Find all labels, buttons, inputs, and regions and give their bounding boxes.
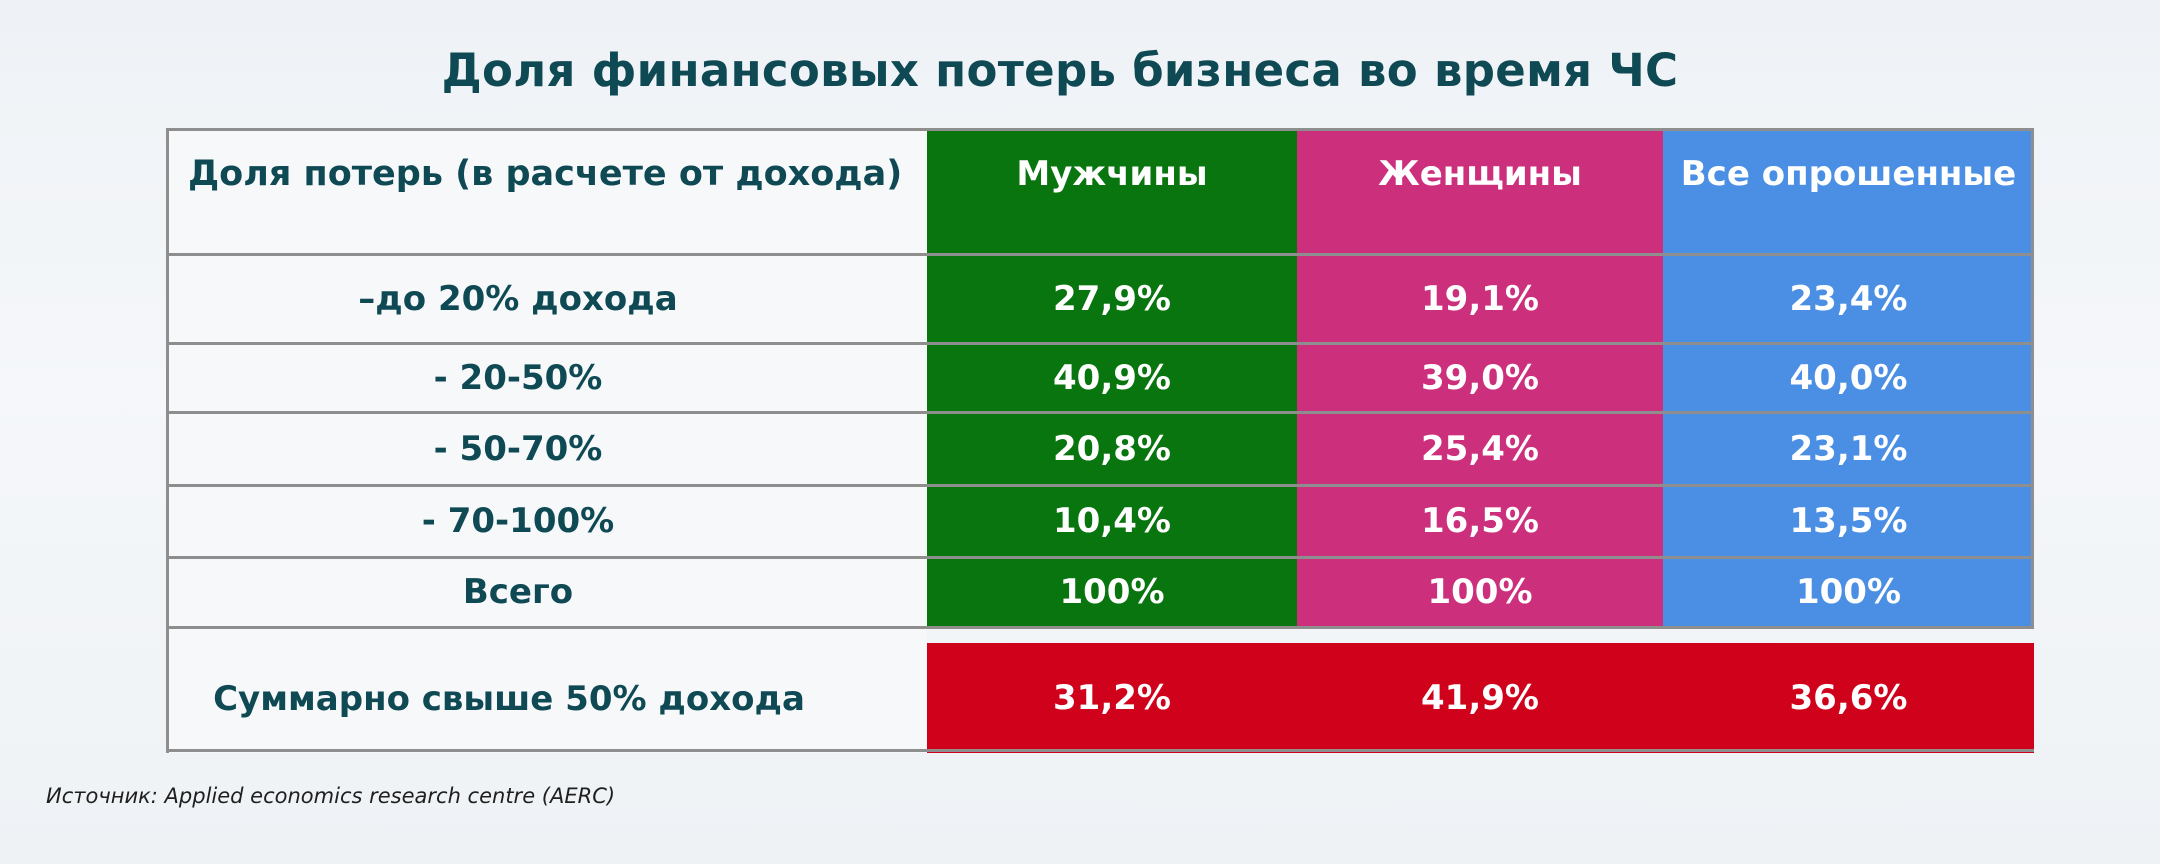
page-title: Доля финансовых потерь бизнеса во время … (441, 44, 1679, 97)
value-cell: 40,0% (1789, 357, 1908, 398)
summary-value: 41,9% (1421, 678, 1539, 718)
header-label: Доля потерь (в расчете от дохода) (188, 154, 903, 194)
column-bg-2 (1297, 128, 1663, 627)
row-label: - 50-70% (433, 428, 603, 469)
row-label: Всего (462, 572, 574, 612)
row-label: - 70-100% (421, 501, 615, 541)
value-cell: 40,9% (1053, 357, 1171, 398)
value-cell: 20,8% (1053, 428, 1171, 469)
summary-band (927, 643, 2034, 753)
summary-value: 36,6% (1789, 678, 1908, 718)
grid-hline (166, 749, 2034, 752)
column-header: Женщины (1378, 154, 1582, 194)
value-cell: 100% (1427, 572, 1533, 612)
value-cell: 100% (1795, 572, 1902, 612)
value-cell: 23,4% (1789, 278, 1908, 319)
grid-hline (166, 342, 2034, 345)
value-cell: 23,1% (1789, 428, 1908, 469)
value-cell: 100% (1059, 572, 1165, 612)
label-column-bg (166, 128, 927, 753)
value-cell: 16,5% (1421, 501, 1539, 541)
column-bg-3 (1663, 128, 2034, 627)
loss-share-table: Доля потерь (в расчете от дохода) Мужчины… (166, 128, 2034, 753)
value-cell: 25,4% (1421, 428, 1539, 469)
summary-value: 31,2% (1053, 678, 1171, 718)
grid-hline (166, 128, 2034, 131)
grid-vline-right (2031, 128, 2034, 627)
column-header: Все опрошенные (1680, 154, 2017, 194)
value-cell: 13,5% (1789, 501, 1908, 541)
source-note: Источник: Applied economics research cen… (46, 784, 616, 808)
row-label: - 20-50% (433, 357, 603, 398)
column-header: Мужчины (1016, 154, 1208, 194)
column-bg-1 (927, 128, 1297, 627)
row-label: –до 20% дохода (358, 278, 678, 319)
grid-hline (166, 556, 2034, 559)
value-cell: 39,0% (1421, 357, 1539, 398)
summary-label: Суммарно свыше 50% дохода (213, 679, 805, 719)
grid-hline (166, 411, 2034, 414)
value-cell: 10,4% (1053, 501, 1171, 541)
grid-hline (166, 484, 2034, 487)
grid-hline (166, 253, 2034, 256)
grid-vline-left (166, 128, 169, 753)
value-cell: 19,1% (1421, 278, 1539, 319)
value-cell: 27,9% (1053, 278, 1171, 319)
grid-hline (166, 626, 2034, 629)
